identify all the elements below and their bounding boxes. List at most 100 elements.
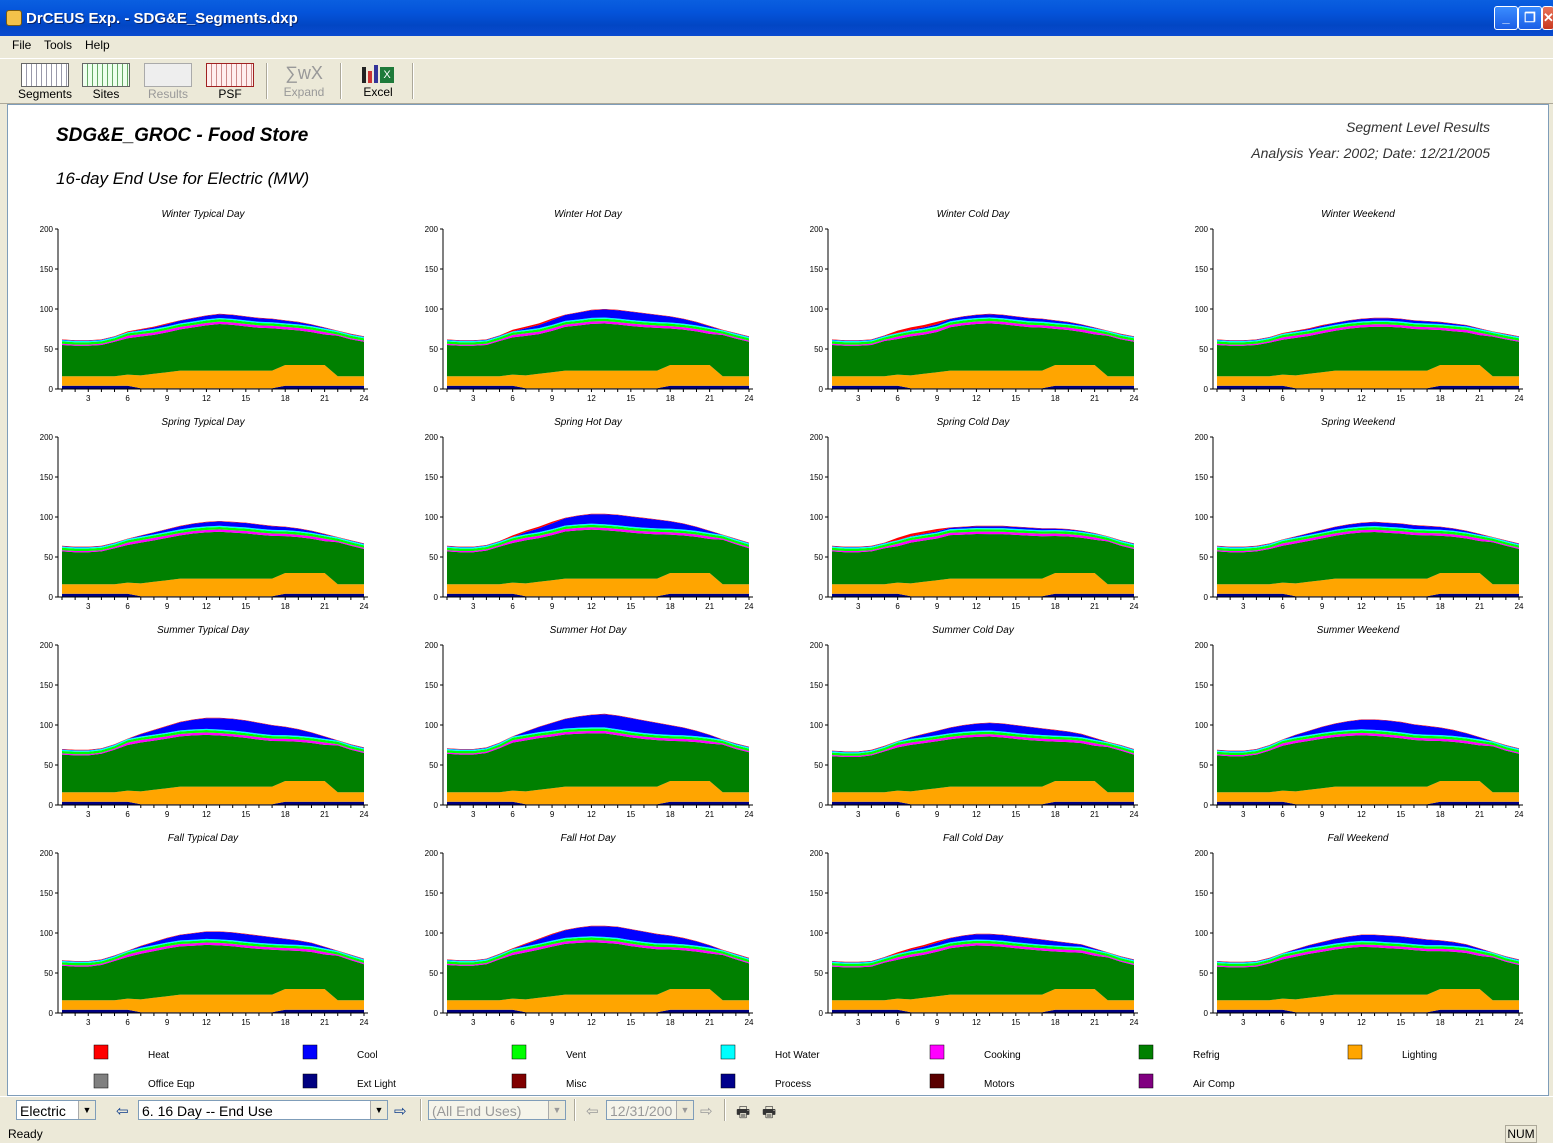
chart-panel-title: Summer Weekend: [1317, 625, 1400, 636]
area-lighting: [62, 781, 364, 805]
legend-label: Cool: [357, 1050, 378, 1061]
y-tick-label: 100: [40, 305, 54, 314]
x-tick-label: 15: [626, 602, 635, 611]
x-tick-label: 6: [895, 602, 900, 611]
area-ext-light: [832, 801, 1134, 805]
waveform-icon: [144, 63, 192, 87]
y-tick-label: 50: [814, 761, 823, 770]
toolbar: Segments Sites Results PSF ∑wX Expand X …: [0, 58, 1553, 104]
area-vent: [832, 318, 1134, 345]
x-tick-label: 18: [1436, 810, 1445, 819]
area-lighting: [447, 573, 749, 597]
x-tick-label: 3: [86, 1018, 91, 1027]
report-select[interactable]: 6. 16 Day -- End Use ▼: [138, 1100, 388, 1120]
date-select[interactable]: 12/31/200 ▼: [606, 1100, 694, 1120]
area-cooking: [1217, 529, 1519, 553]
chart-panel: Summer Typical Day 0 50 100 150 200 3 6 9 12 15 18 2…: [40, 625, 369, 819]
y-tick-label: 50: [44, 345, 53, 354]
y-tick-label: 50: [814, 969, 823, 978]
area-cool: [62, 521, 364, 548]
y-tick-label: 100: [810, 305, 824, 314]
grid-icon: [21, 63, 69, 87]
chart-panel-title: Summer Cold Day: [932, 625, 1015, 636]
psf-button[interactable]: PSF: [204, 61, 256, 101]
x-tick-label: 9: [165, 1018, 170, 1027]
area-cooking: [832, 734, 1134, 757]
chart-panel: Summer Cold Day 0 50 100 150 200 3 6 9 12 15 18 21 24: [810, 625, 1139, 819]
chart-panel-title: Fall Cold Day: [943, 833, 1004, 844]
x-tick-label: 21: [705, 810, 714, 819]
area-refrig: [832, 736, 1134, 793]
chart-panel: Winter Hot Day 0 50 100 150 200 3 6 9 12 15 18 21 24: [425, 209, 754, 403]
area-vent: [1217, 942, 1519, 967]
x-tick-label: 21: [1475, 394, 1484, 403]
x-tick-label: 21: [320, 810, 329, 819]
end-use-select[interactable]: (All End Uses) ▼: [428, 1100, 566, 1120]
prev-report-arrow-icon[interactable]: ⇦: [116, 1103, 129, 1120]
y-tick-label: 50: [814, 345, 823, 354]
y-tick-label: 50: [1199, 761, 1208, 770]
menu-tools[interactable]: Tools: [44, 38, 73, 52]
legend-swatch: [720, 1073, 736, 1089]
fuel-select[interactable]: Electric ▼: [16, 1100, 96, 1120]
chart-panel-title: Winter Cold Day: [937, 209, 1011, 220]
area-lighting: [62, 573, 364, 597]
print-icon[interactable]: 🖶: [762, 1104, 777, 1121]
y-tick-label: 200: [40, 225, 54, 234]
expand-button[interactable]: ∑wX Expand: [276, 61, 332, 101]
report-header-right-1: Segment Level Results: [1346, 119, 1490, 135]
x-tick-label: 18: [666, 810, 675, 819]
y-tick-label: 200: [1195, 225, 1209, 234]
x-tick-label: 15: [1396, 394, 1405, 403]
menu-file[interactable]: File: [12, 38, 32, 52]
area-cooking: [62, 529, 364, 553]
legend-swatch: [929, 1073, 945, 1089]
x-tick-label: 24: [360, 394, 369, 403]
area-cooking: [62, 942, 364, 967]
area-ext-light: [62, 385, 364, 389]
y-tick-label: 200: [810, 225, 824, 234]
next-date-arrow-icon[interactable]: ⇨: [700, 1103, 713, 1120]
restore-button[interactable]: ❐: [1518, 6, 1542, 30]
chart-panel: Summer Hot Day 0 50 100 150 200 3 6 9 12 15 18 21 24: [425, 625, 754, 819]
legend-label: Lighting: [1402, 1050, 1437, 1061]
x-tick-label: 3: [1241, 1018, 1246, 1027]
y-tick-label: 50: [814, 553, 823, 562]
x-tick-label: 3: [856, 810, 861, 819]
excel-button[interactable]: X Excel: [350, 61, 406, 101]
segments-button[interactable]: Segments: [14, 61, 76, 101]
area-ext-light: [832, 385, 1134, 389]
minimize-button[interactable]: _: [1494, 6, 1518, 30]
x-tick-label: 6: [895, 1018, 900, 1027]
y-tick-label: 50: [429, 345, 438, 354]
legend-label: Process: [775, 1079, 811, 1090]
app-icon: [6, 10, 22, 26]
area-cool: [447, 926, 749, 961]
chart-panel: Fall Typical Day 0 50 100 150 200 3 6 9 12 15 18 21 2…: [40, 833, 369, 1027]
results-button[interactable]: Results: [142, 61, 194, 101]
x-tick-label: 18: [1051, 810, 1060, 819]
x-tick-label: 3: [471, 394, 476, 403]
x-tick-label: 9: [1320, 810, 1325, 819]
next-report-arrow-icon[interactable]: ⇨: [394, 1103, 407, 1120]
area-vent: [1217, 730, 1519, 755]
y-tick-label: 50: [1199, 345, 1208, 354]
y-tick-label: 0: [819, 801, 824, 810]
status-bar: Ready NUM: [0, 1124, 1553, 1143]
y-tick-label: 100: [810, 513, 824, 522]
chart-panel: Spring Cold Day 0 50 100 150 200 3 6 9 12 15 18 21 24: [810, 417, 1139, 611]
excel-icon: X: [360, 63, 396, 85]
area-ext-light: [447, 385, 749, 389]
x-tick-label: 18: [1436, 1018, 1445, 1027]
prev-date-arrow-icon[interactable]: ⇦: [586, 1103, 599, 1120]
chart-panel: Fall Hot Day 0 50 100 150 200 3 6 9 12 15 18 21 24: [425, 833, 754, 1027]
chart-panel: Winter Weekend 0 50 100 150 200 3 6 9 12 15 18 21 24: [1195, 209, 1524, 403]
x-tick-label: 9: [1320, 394, 1325, 403]
area-cool: [62, 931, 364, 962]
x-tick-label: 15: [626, 394, 635, 403]
area-ext-light: [1217, 1009, 1519, 1013]
close-button[interactable]: ✕: [1542, 6, 1553, 30]
sites-button[interactable]: Sites: [80, 61, 132, 101]
print-preview-icon[interactable]: 🖶: [736, 1104, 751, 1121]
menu-help[interactable]: Help: [85, 38, 110, 52]
